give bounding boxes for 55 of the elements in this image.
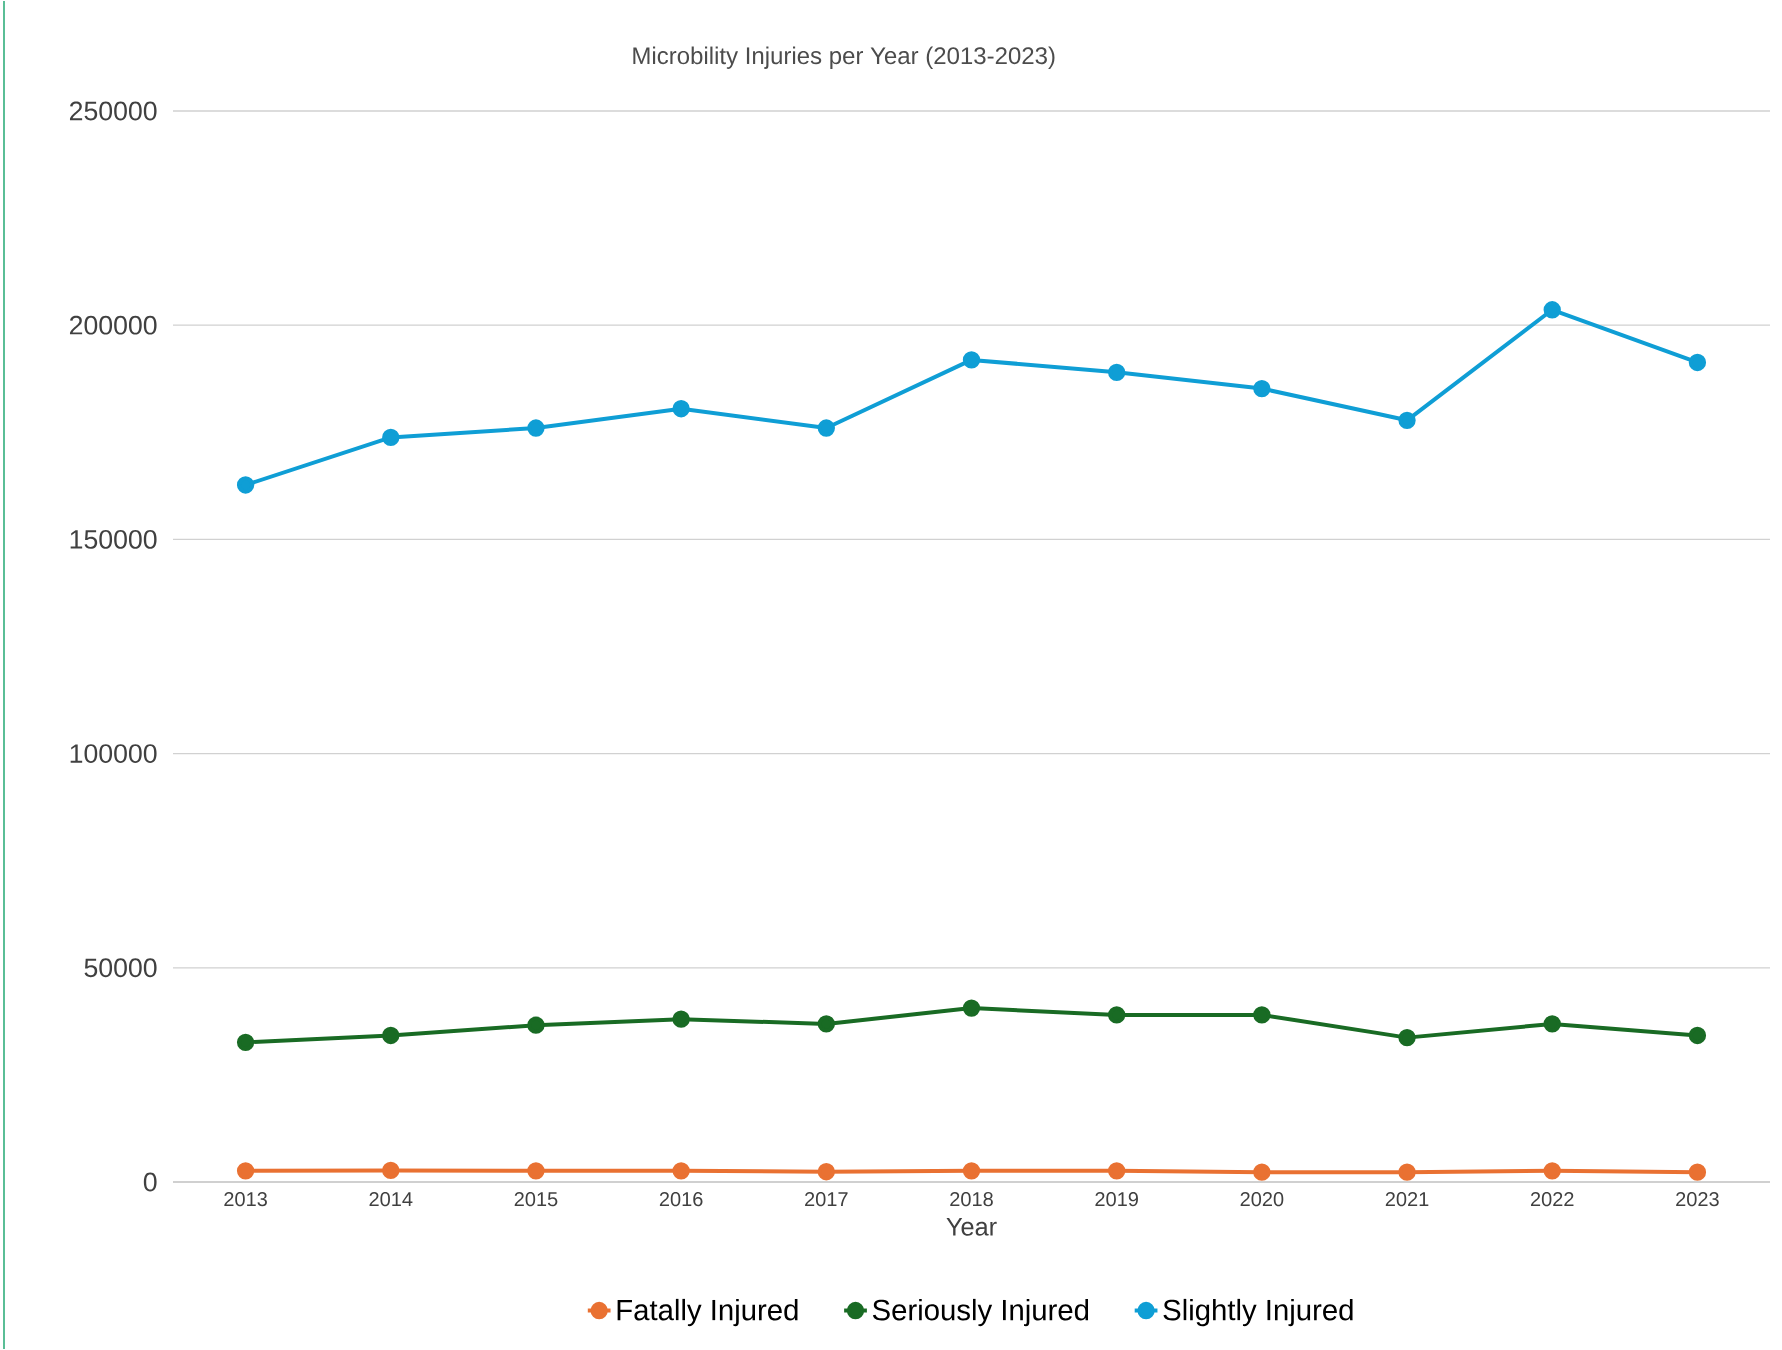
point	[1688, 1026, 1707, 1045]
y-tick-label: 150000	[70, 529, 157, 549]
point	[817, 1163, 835, 1181]
point	[527, 1016, 545, 1034]
point	[1688, 353, 1707, 372]
point	[1398, 411, 1416, 429]
point	[1108, 1006, 1126, 1024]
y-tick-label: 50000	[84, 958, 157, 978]
point	[236, 476, 255, 494]
x-tick-label: 2016	[659, 1192, 703, 1207]
point	[1398, 1163, 1416, 1181]
point	[817, 1015, 835, 1033]
x-tick-label: 2019	[1095, 1192, 1138, 1207]
x-tick-label: 2014	[369, 1192, 413, 1207]
y-tick-label: 200000	[69, 315, 157, 335]
point	[1108, 1162, 1126, 1180]
point	[1253, 1163, 1271, 1181]
point	[672, 1010, 690, 1028]
point	[672, 400, 690, 418]
point	[1398, 1028, 1416, 1047]
point	[962, 351, 981, 369]
point	[1253, 379, 1271, 398]
y-tick-label: 100000	[70, 744, 157, 764]
x-tick-label: 2023	[1676, 1192, 1719, 1207]
point	[1543, 301, 1561, 319]
point	[527, 419, 545, 437]
point	[1108, 363, 1126, 381]
legend-label: Slightly Injured	[1163, 1298, 1353, 1327]
chart-title: Microbility Injuries per Year (2013-2023)	[633, 46, 1055, 69]
x-axis-title: Year	[946, 1218, 997, 1236]
point	[382, 1026, 400, 1045]
y-tick-label: 0	[143, 1172, 157, 1192]
x-tick-label: 2013	[224, 1192, 267, 1207]
x-tick-label: 2017	[805, 1192, 848, 1207]
x-tick-label: 2015	[514, 1192, 558, 1207]
point	[1543, 1015, 1561, 1033]
point	[382, 428, 400, 447]
point	[672, 1162, 690, 1180]
legend-label: Fatally Injured	[617, 1298, 798, 1327]
point	[817, 419, 835, 437]
point	[236, 1033, 255, 1052]
x-tick-label: 2022	[1530, 1192, 1574, 1207]
x-tick-label: 2020	[1240, 1192, 1284, 1207]
point	[1688, 1163, 1707, 1181]
point	[527, 1162, 545, 1180]
point	[962, 1162, 981, 1180]
point	[236, 1162, 255, 1180]
point	[382, 1161, 400, 1180]
point	[1543, 1162, 1561, 1180]
x-tick-label: 2021	[1385, 1192, 1429, 1207]
point	[962, 999, 981, 1017]
legend-label: Seriously Injured	[872, 1298, 1089, 1327]
y-tick-label: 250000	[69, 101, 157, 121]
x-tick-label: 2018	[950, 1192, 993, 1207]
point	[1253, 1006, 1271, 1024]
